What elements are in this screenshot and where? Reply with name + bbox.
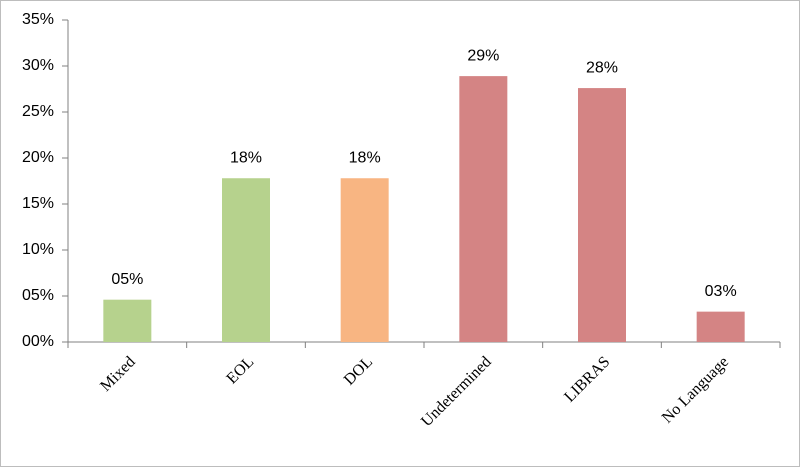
y-tick-label: 25%	[22, 103, 54, 120]
value-label: 05%	[111, 271, 143, 288]
value-label: 18%	[349, 149, 381, 166]
bar	[578, 88, 626, 342]
y-tick-label: 35%	[22, 11, 54, 28]
y-tick-label: 00%	[22, 333, 54, 350]
y-tick-label: 10%	[22, 241, 54, 258]
bar	[696, 311, 745, 342]
bar	[222, 178, 270, 342]
value-label: 18%	[230, 149, 262, 166]
y-tick-label: 20%	[22, 149, 54, 166]
value-label: 29%	[467, 47, 499, 64]
y-tick-label: 15%	[22, 195, 54, 212]
bar	[459, 76, 508, 343]
value-label: 03%	[705, 283, 737, 300]
bar	[340, 178, 389, 342]
bar	[103, 299, 152, 342]
y-tick-label: 05%	[22, 287, 54, 304]
y-tick-label: 30%	[22, 57, 54, 74]
value-label: 28%	[586, 59, 618, 76]
